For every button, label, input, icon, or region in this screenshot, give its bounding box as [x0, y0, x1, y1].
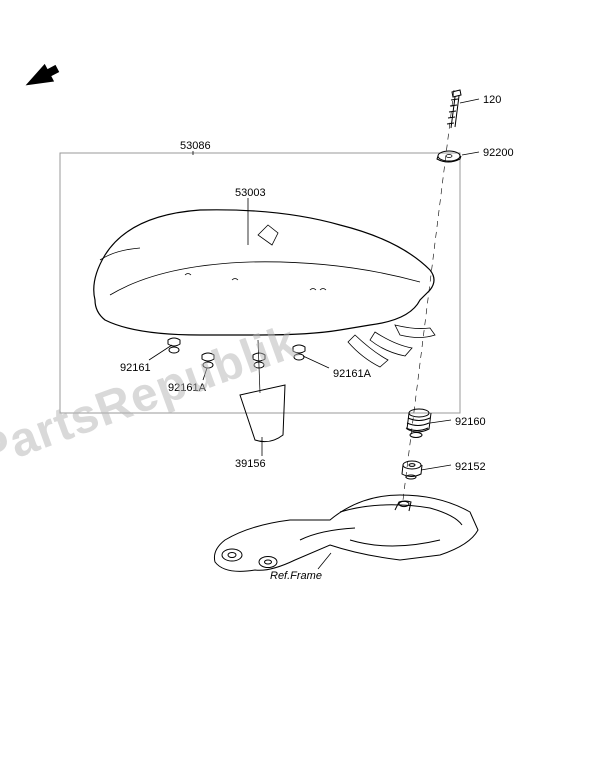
- label-53003: 53003: [235, 187, 266, 199]
- ref-frame-label: Ref.Frame: [270, 570, 322, 582]
- label-92152: 92152: [455, 461, 486, 473]
- label-39156: 39156: [235, 458, 266, 470]
- parts-diagram-container: 120 92200 53086 53003 92161 92161A 92161…: [0, 0, 600, 775]
- label-120: 120: [483, 94, 501, 106]
- label-92200: 92200: [483, 147, 514, 159]
- diagram-svg: [0, 0, 600, 775]
- label-92160: 92160: [455, 416, 486, 428]
- label-92161A-b: 92161A: [333, 368, 371, 380]
- label-53086: 53086: [180, 140, 211, 152]
- label-92161: 92161: [120, 362, 151, 374]
- label-92161A-a: 92161A: [168, 382, 206, 394]
